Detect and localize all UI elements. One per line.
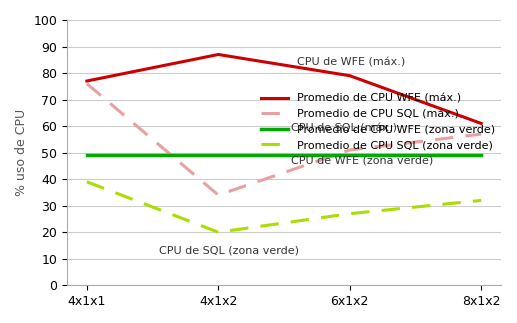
Text: CPU de SQL (zona verde): CPU de SQL (zona verde) — [159, 245, 299, 255]
Text: CPU de WFE (zona verde): CPU de WFE (zona verde) — [291, 155, 433, 165]
Text: CPU de SQL (máx.): CPU de SQL (máx.) — [291, 123, 397, 133]
Y-axis label: % uso de CPU: % uso de CPU — [15, 109, 28, 196]
Legend: Promedio de CPU WFE (máx.), Promedio de CPU SQL (máx.), Promedio de CPU WFE (zon: Promedio de CPU WFE (máx.), Promedio de … — [256, 89, 500, 155]
Text: CPU de WFE (máx.): CPU de WFE (máx.) — [297, 57, 405, 67]
